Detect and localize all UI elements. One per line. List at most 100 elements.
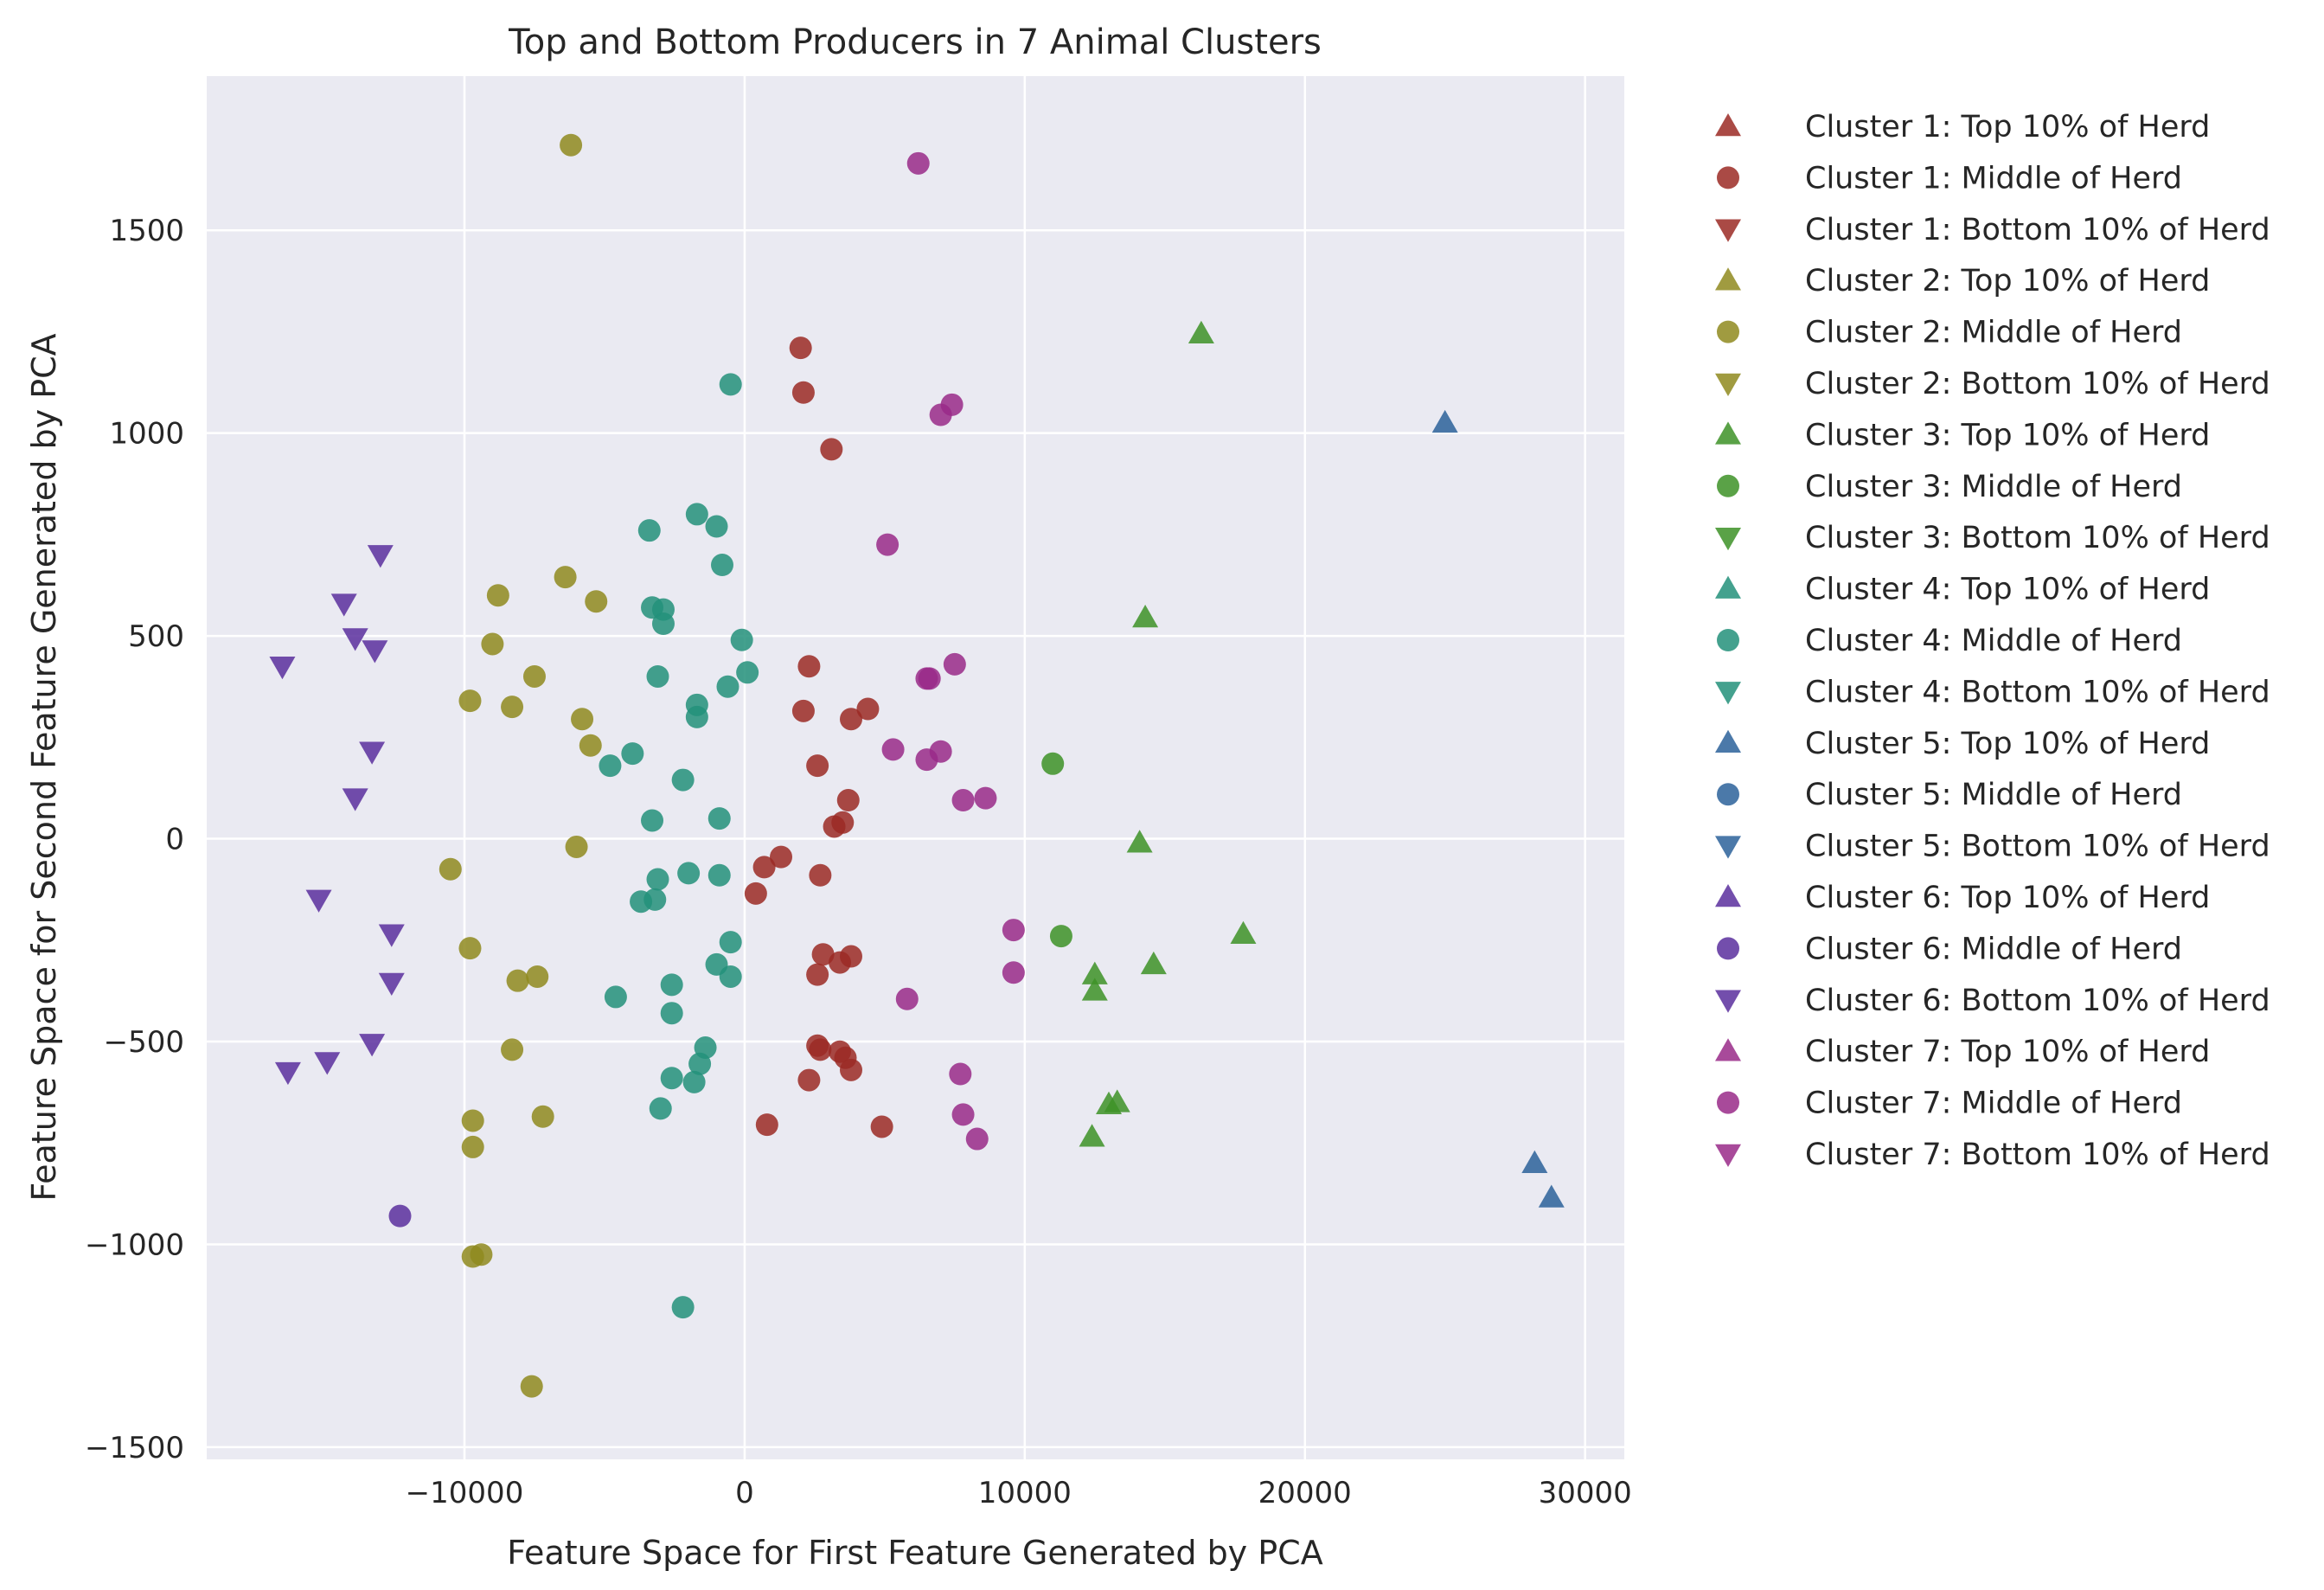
data-point	[362, 640, 388, 664]
data-point	[1049, 925, 1072, 948]
data-point	[458, 937, 482, 960]
data-point	[651, 612, 675, 636]
data-point	[736, 661, 759, 684]
legend-marker	[1715, 267, 1741, 291]
data-point	[274, 1061, 301, 1086]
data-point	[840, 1058, 862, 1081]
data-point	[560, 133, 583, 157]
data-point	[929, 403, 952, 426]
data-point	[806, 754, 829, 778]
data-point	[951, 1103, 975, 1126]
data-point	[806, 963, 829, 986]
legend-marker	[1717, 320, 1739, 343]
data-point	[1538, 1184, 1565, 1208]
data-point	[809, 1038, 832, 1061]
y-tick-label: 500	[128, 619, 184, 654]
data-point	[752, 856, 776, 879]
legend-marker	[1717, 1091, 1739, 1114]
data-point	[840, 708, 862, 731]
grid-lines	[207, 76, 1624, 1459]
data-point	[951, 789, 975, 812]
legend-marker	[1717, 474, 1739, 497]
data-point	[501, 1038, 524, 1061]
data-point	[269, 657, 296, 680]
data-point	[688, 1052, 712, 1075]
legend-marker	[1715, 219, 1741, 242]
data-point	[797, 1068, 821, 1092]
legend-label: Cluster 4: Middle of Herd	[1805, 624, 2182, 658]
data-point	[770, 845, 793, 869]
data-point	[565, 835, 588, 858]
data-point	[305, 889, 332, 913]
legend-label: Cluster 7: Bottom 10% of Herd	[1805, 1138, 2270, 1172]
legend-label: Cluster 6: Middle of Herd	[1805, 932, 2182, 966]
data-point	[685, 705, 708, 728]
data-point	[876, 533, 900, 556]
legend-marker	[1715, 113, 1741, 137]
data-point	[1132, 605, 1159, 628]
data-point	[789, 337, 812, 360]
data-point	[388, 1204, 412, 1228]
y-tick-labels: −1500 −1000 −500 0 500 1000 1500	[85, 214, 184, 1465]
data-point	[649, 1097, 672, 1120]
legend-label: Cluster 5: Middle of Herd	[1805, 778, 2182, 812]
legend-marker	[1715, 1144, 1741, 1167]
legend-label: Cluster 5: Bottom 10% of Herd	[1805, 830, 2270, 864]
legend-label: Cluster 2: Top 10% of Herd	[1805, 264, 2210, 298]
legend-label: Cluster 5: Top 10% of Herd	[1805, 727, 2210, 761]
legend-label: Cluster 2: Bottom 10% of Herd	[1805, 367, 2270, 401]
data-point	[342, 788, 368, 811]
x-tick-label: 0	[735, 1476, 754, 1510]
data-point	[915, 748, 938, 772]
data-point	[604, 985, 627, 1009]
legend-marker	[1715, 421, 1741, 445]
legend-label: Cluster 1: Top 10% of Herd	[1805, 110, 2210, 144]
legend-marker	[1715, 836, 1741, 859]
legend-marker	[1717, 937, 1739, 960]
x-tick-label: 30000	[1539, 1476, 1632, 1510]
data-point	[682, 1070, 706, 1093]
data-point	[1140, 951, 1167, 975]
data-point	[630, 890, 653, 914]
data-point	[707, 807, 731, 830]
legend-marker	[1715, 990, 1741, 1013]
y-tick-label: −500	[104, 1025, 184, 1060]
data-point	[585, 590, 608, 613]
data-point	[881, 738, 905, 761]
data-point	[1521, 1150, 1548, 1173]
data-point	[571, 708, 594, 731]
data-point	[660, 973, 683, 997]
legend-marker	[1715, 373, 1741, 396]
data-point	[481, 632, 504, 656]
data-point	[599, 754, 622, 778]
data-point	[1002, 961, 1025, 984]
legend-label: Cluster 6: Bottom 10% of Herd	[1805, 984, 2270, 1018]
y-tick-label: 1500	[109, 214, 184, 248]
data-point	[730, 628, 753, 651]
data-point	[906, 151, 930, 175]
legend-marker	[1715, 575, 1741, 599]
data-point	[755, 1113, 778, 1137]
legend: Cluster 1: Top 10% of Herd Cluster 1: Mid…	[1715, 110, 2270, 1172]
data-point	[836, 789, 860, 812]
data-point	[1230, 920, 1257, 945]
y-tick-label: 1000	[109, 417, 184, 452]
y-tick-label: 0	[165, 823, 184, 857]
data-point	[458, 689, 482, 713]
data-point	[378, 924, 405, 947]
legend-marker	[1717, 629, 1739, 651]
data-point	[707, 863, 731, 887]
legend-marker	[1715, 729, 1741, 753]
data-point	[1081, 961, 1108, 984]
data-point	[949, 1062, 972, 1086]
x-axis-label: Feature Space for First Feature Generate…	[507, 1534, 1322, 1572]
data-point	[685, 503, 708, 526]
legend-marker	[1717, 166, 1739, 189]
data-point	[646, 868, 669, 891]
data-point	[671, 1296, 695, 1319]
data-point	[461, 1135, 484, 1158]
y-axis-label: Feature Space for Second Feature Generat…	[25, 333, 63, 1201]
legend-marker	[1715, 527, 1741, 551]
data-point	[526, 965, 549, 988]
x-tick-label: −10000	[406, 1476, 524, 1510]
